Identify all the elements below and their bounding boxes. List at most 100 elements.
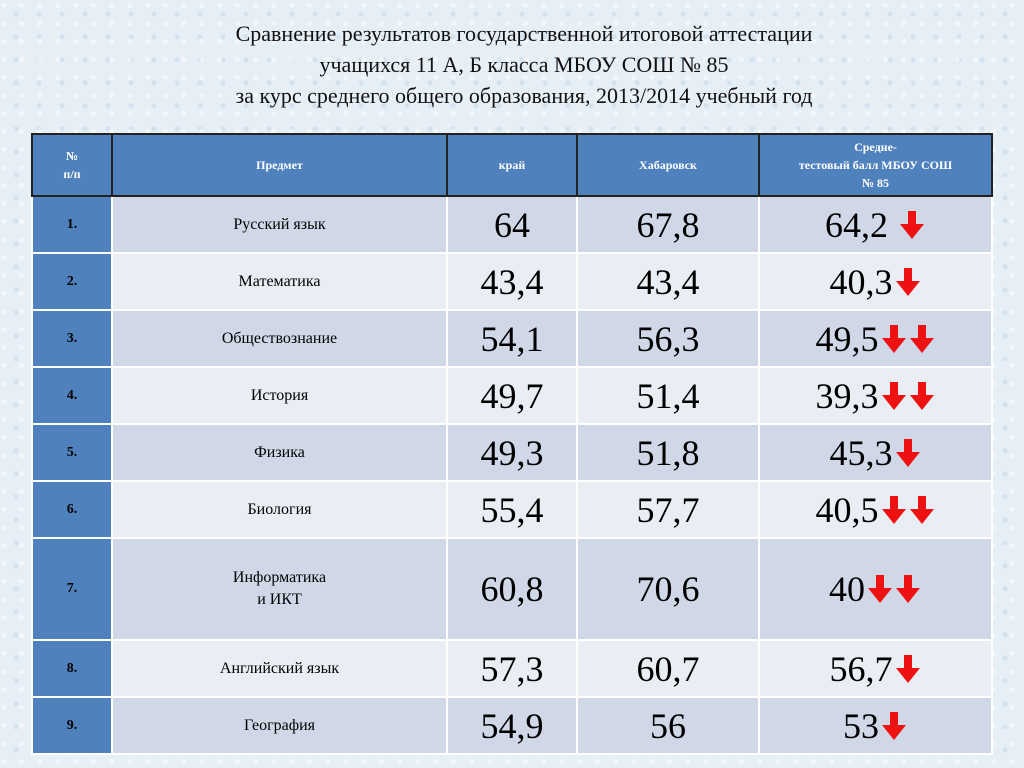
school-score: 56,7 bbox=[829, 648, 893, 689]
header-city: Хабаровск bbox=[576, 133, 760, 197]
header-num-line-1: № bbox=[65, 149, 79, 163]
school-score-group: 49,5 bbox=[816, 318, 936, 360]
school-score-cell: 64,2 bbox=[758, 195, 993, 254]
decrease-arrows bbox=[880, 380, 936, 412]
subject-name-line: и ИКТ bbox=[257, 591, 302, 608]
arrow-down-icon bbox=[880, 323, 908, 355]
decrease-arrows bbox=[894, 437, 922, 469]
subject-name-line: Обществознание bbox=[221, 329, 338, 347]
subject-name-line: География bbox=[243, 716, 316, 734]
decrease-arrows bbox=[866, 573, 922, 605]
table-row: 6. Биология 55,4 57,7 40,5 bbox=[31, 480, 993, 539]
region-score: 54,9 bbox=[446, 696, 578, 755]
subject-cell: Физика bbox=[111, 423, 448, 482]
row-number: 9. bbox=[31, 696, 113, 755]
school-score-group: 53 bbox=[843, 705, 908, 747]
school-score-group: 40,5 bbox=[816, 489, 936, 531]
subject-cell: Математика bbox=[111, 252, 448, 311]
table-row: 4. История 49,7 51,4 39,3 bbox=[31, 366, 993, 425]
school-score-group: 40 bbox=[829, 568, 922, 610]
row-number: 8. bbox=[31, 639, 113, 698]
subject-cell: Русский язык bbox=[111, 195, 448, 254]
title-line-2: учащихся 11 А, Б класса МБОУ СОШ № 85 bbox=[319, 52, 729, 77]
school-score-group: 40,3 bbox=[830, 261, 922, 303]
school-score-cell: 39,3 bbox=[758, 366, 993, 425]
school-score-cell: 40,3 bbox=[758, 252, 993, 311]
school-score-cell: 49,5 bbox=[758, 309, 993, 368]
header-num-line-2: п/п bbox=[63, 167, 81, 181]
school-score-cell: 56,7 bbox=[758, 639, 993, 698]
header-school-line-3: № 85 bbox=[861, 176, 890, 190]
arrow-down-icon bbox=[880, 710, 908, 742]
city-score: 67,8 bbox=[576, 195, 760, 254]
city-score: 51,4 bbox=[576, 366, 760, 425]
arrow-down-icon bbox=[894, 437, 922, 469]
region-score: 55,4 bbox=[446, 480, 578, 539]
header-school: Средне- тестовый балл МБОУ СОШ № 85 bbox=[758, 133, 993, 197]
school-score: 40 bbox=[829, 569, 865, 609]
city-score: 70,6 bbox=[576, 537, 760, 641]
arrow-down-icon bbox=[880, 494, 908, 526]
subject-cell: История bbox=[111, 366, 448, 425]
arrow-down-icon bbox=[880, 380, 908, 412]
arrow-down-icon bbox=[908, 494, 936, 526]
table-row: 5. Физика 49,3 51,8 45,3 bbox=[31, 423, 993, 482]
subject-cell: Биология bbox=[111, 480, 448, 539]
row-number: 6. bbox=[31, 480, 113, 539]
school-score-cell: 45,3 bbox=[758, 423, 993, 482]
subject-name-line: Информатика bbox=[232, 569, 327, 586]
table-row: 3. Обществознание 54,1 56,3 49,5 bbox=[31, 309, 993, 368]
subject-name-line: Английский язык bbox=[219, 659, 340, 677]
decrease-arrows bbox=[880, 494, 936, 526]
school-score-cell: 40,5 bbox=[758, 480, 993, 539]
title-line-3: за курс среднего общего образования, 201… bbox=[235, 83, 813, 108]
school-score-group: 45,3 bbox=[830, 432, 922, 474]
results-table: № п/п Предмет край Хабаровск Средне- тес… bbox=[31, 133, 993, 755]
school-score: 53 bbox=[843, 705, 879, 746]
header-subject: Предмет bbox=[111, 133, 448, 197]
page-title: Сравнение результатов государственной ит… bbox=[0, 18, 1024, 111]
row-number: 3. bbox=[31, 309, 113, 368]
school-score-group: 64,2 bbox=[825, 204, 926, 246]
region-score: 60,8 bbox=[446, 537, 578, 641]
decrease-arrows bbox=[880, 710, 908, 742]
subject-name-line: Биология bbox=[247, 500, 312, 518]
region-score: 54,1 bbox=[446, 309, 578, 368]
subject-cell: Английский язык bbox=[111, 639, 448, 698]
subject-cell: География bbox=[111, 696, 448, 755]
region-score: 49,3 bbox=[446, 423, 578, 482]
region-score: 64 bbox=[446, 195, 578, 254]
arrow-down-icon bbox=[898, 209, 926, 241]
school-score: 64,2 bbox=[825, 204, 897, 245]
subject-name-line: Физика bbox=[254, 443, 305, 461]
table-body: 1. Русский язык 64 67,8 64,2 2. Математика 43,… bbox=[31, 195, 993, 755]
subject-name-line: Математика bbox=[238, 272, 321, 290]
arrow-down-icon bbox=[908, 380, 936, 412]
arrow-down-icon bbox=[894, 266, 922, 298]
subject-cell: Информатика и ИКТ bbox=[111, 537, 448, 641]
school-score-group: 39,3 bbox=[816, 375, 936, 417]
row-number: 1. bbox=[31, 195, 113, 254]
school-score: 40,3 bbox=[829, 261, 893, 302]
table-row: 8. Английский язык 57,3 60,7 56,7 bbox=[31, 639, 993, 698]
title-line-1: Сравнение результатов государственной ит… bbox=[235, 21, 813, 46]
header-school-line-1: Средне- bbox=[854, 140, 897, 154]
region-score: 43,4 bbox=[446, 252, 578, 311]
city-score: 60,7 bbox=[576, 639, 760, 698]
table-row: 1. Русский язык 64 67,8 64,2 bbox=[31, 195, 993, 254]
header-num: № п/п bbox=[31, 133, 113, 197]
school-score-cell: 40 bbox=[758, 537, 993, 641]
city-score: 56,3 bbox=[576, 309, 760, 368]
table-row: 9. География 54,9 56 53 bbox=[31, 696, 993, 755]
row-number: 5. bbox=[31, 423, 113, 482]
row-number: 7. bbox=[31, 537, 113, 641]
region-score: 57,3 bbox=[446, 639, 578, 698]
row-number: 4. bbox=[31, 366, 113, 425]
school-score-group: 56,7 bbox=[830, 648, 922, 690]
subject-cell: Обществознание bbox=[111, 309, 448, 368]
subject-name-line: Русский язык bbox=[233, 215, 326, 233]
arrow-down-icon bbox=[894, 573, 922, 605]
school-score: 49,5 bbox=[815, 318, 879, 359]
city-score: 57,7 bbox=[576, 480, 760, 539]
header-school-line-2: тестовый балл МБОУ СОШ bbox=[798, 158, 953, 172]
